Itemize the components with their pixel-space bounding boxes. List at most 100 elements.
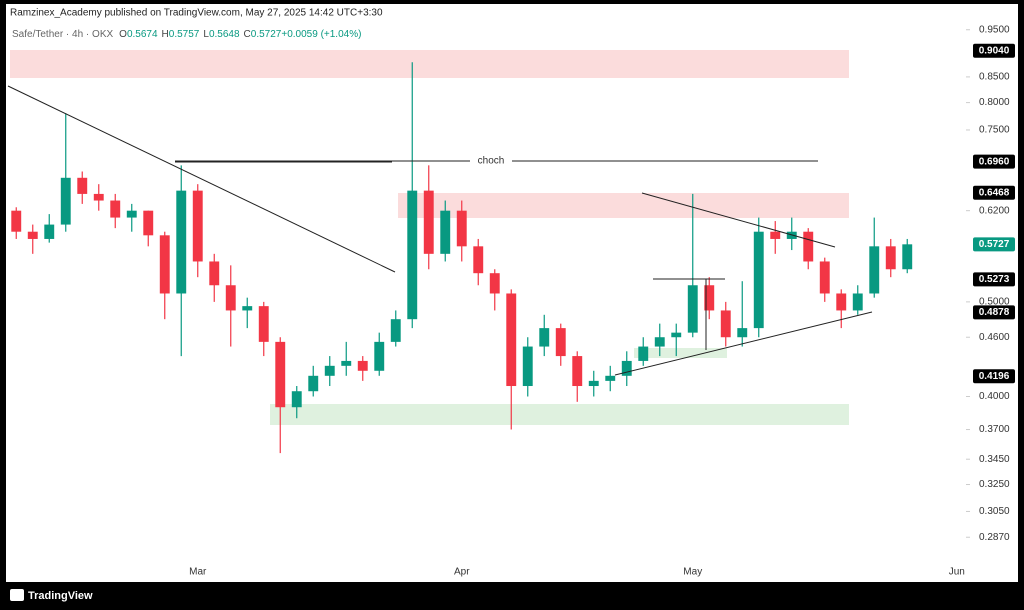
candle-body [423, 190, 434, 254]
y-tick-label: 0.6200 [979, 205, 1010, 216]
candle-body [654, 337, 665, 347]
price-tag: 0.5727 [973, 237, 1015, 252]
price-tag: 0.4196 [973, 369, 1015, 384]
candle-body [687, 285, 698, 333]
symbol-legend: Safe/Tether · 4h · OKX O0.5674 H0.5757 L0.5… [12, 29, 361, 40]
candle-body [11, 210, 22, 232]
candle-body [753, 231, 764, 329]
price-tag-box [973, 154, 1015, 169]
candle-body [836, 293, 847, 311]
y-tick-label: 0.5000 [979, 297, 1010, 308]
candle-body [473, 246, 484, 274]
x-tick-label: Apr [454, 567, 470, 578]
price-tag-label: 0.4878 [979, 307, 1010, 318]
supply-zone [10, 50, 849, 78]
candle-body [638, 346, 649, 361]
price-tag-label: 0.5727 [979, 239, 1010, 250]
candle-body [275, 341, 286, 408]
candle-body [572, 356, 583, 387]
price-tag-box [973, 43, 1015, 58]
candle-body [192, 190, 203, 262]
price-tag: 0.6468 [973, 185, 1015, 200]
candle-body [93, 193, 104, 201]
candle-body [258, 306, 269, 342]
candle-body [852, 293, 863, 311]
price-tag-box [973, 185, 1015, 200]
price-tag-label: 0.6960 [979, 156, 1010, 167]
supply-zone [398, 193, 849, 218]
price-tag-label: 0.6468 [979, 187, 1010, 198]
legend-key: C [244, 29, 251, 40]
x-tick-label: May [683, 567, 702, 578]
legend-value: 0.5648 [209, 29, 240, 40]
candle-body [159, 235, 170, 294]
candle-body [885, 246, 896, 270]
candle-body [737, 328, 748, 338]
y-tick-label: 0.4600 [979, 332, 1010, 343]
candle-body [720, 310, 731, 338]
candle-body [341, 360, 352, 366]
price-tag-box [973, 369, 1015, 384]
trend-line [7, 85, 396, 273]
symbol: Safe/Tether · 4h · OKX [12, 29, 113, 40]
logo [10, 589, 24, 601]
candle-body [110, 200, 121, 218]
candle-body [506, 293, 517, 387]
candle-body [770, 231, 781, 239]
legend-key: L [203, 29, 209, 40]
candle-body [902, 244, 913, 270]
price-tag: 0.9040 [973, 43, 1015, 58]
candle-body [77, 177, 88, 194]
price-tag-label: 0.5273 [979, 274, 1010, 285]
candle-body [621, 360, 632, 376]
chart-background [6, 4, 1018, 582]
price-tag-label: 0.9040 [979, 45, 1010, 56]
candle-body [671, 332, 682, 338]
candle-body [555, 328, 566, 357]
y-tick-label: 0.2870 [979, 532, 1010, 543]
candle-body [456, 210, 467, 247]
candle-body [324, 365, 335, 376]
y-tick-label: 0.7500 [979, 125, 1010, 136]
y-tick-label: 0.3250 [979, 479, 1010, 490]
y-tick-label: 0.8000 [979, 97, 1010, 108]
price-tag: 0.5273 [973, 272, 1015, 287]
x-tick-label: Jun [949, 567, 965, 578]
annotation: choch [478, 156, 505, 167]
footer-brand: TradingView [28, 590, 93, 602]
x-tick-label: Mar [189, 567, 207, 578]
y-tick-label: 0.4000 [979, 391, 1010, 402]
demand-zone [634, 348, 727, 358]
legend-value: +0.0059 (+1.04%) [281, 29, 361, 40]
legend-value: 0.5757 [169, 29, 200, 40]
legend-key: H [162, 29, 169, 40]
candle-body [308, 375, 319, 392]
legend-key: O [119, 29, 127, 40]
legend-value: 0.5674 [127, 29, 158, 40]
candle-body [539, 328, 550, 347]
candle-body [803, 231, 814, 262]
candle-body [176, 190, 187, 294]
candle-body [126, 210, 137, 218]
candle-body [374, 341, 385, 371]
price-tag: 0.4878 [973, 305, 1015, 320]
candle-body [357, 360, 368, 371]
candle-body [819, 261, 830, 294]
legend-value: 0.5727 [251, 29, 282, 40]
trend-line [641, 192, 836, 248]
candle-body [143, 210, 154, 236]
candle-body [704, 285, 715, 311]
candle-body [291, 391, 302, 408]
candle-body [522, 346, 533, 387]
publisher-line: Ramzinex_Academy published on TradingVie… [10, 8, 383, 19]
candle-body [60, 177, 71, 225]
trend-line [614, 311, 873, 376]
y-tick-label: 0.3050 [979, 506, 1010, 517]
candle-body [407, 190, 418, 320]
candle-body [225, 285, 236, 311]
candle-body [605, 375, 616, 381]
candle-body [209, 261, 220, 286]
candle-body [242, 306, 253, 311]
